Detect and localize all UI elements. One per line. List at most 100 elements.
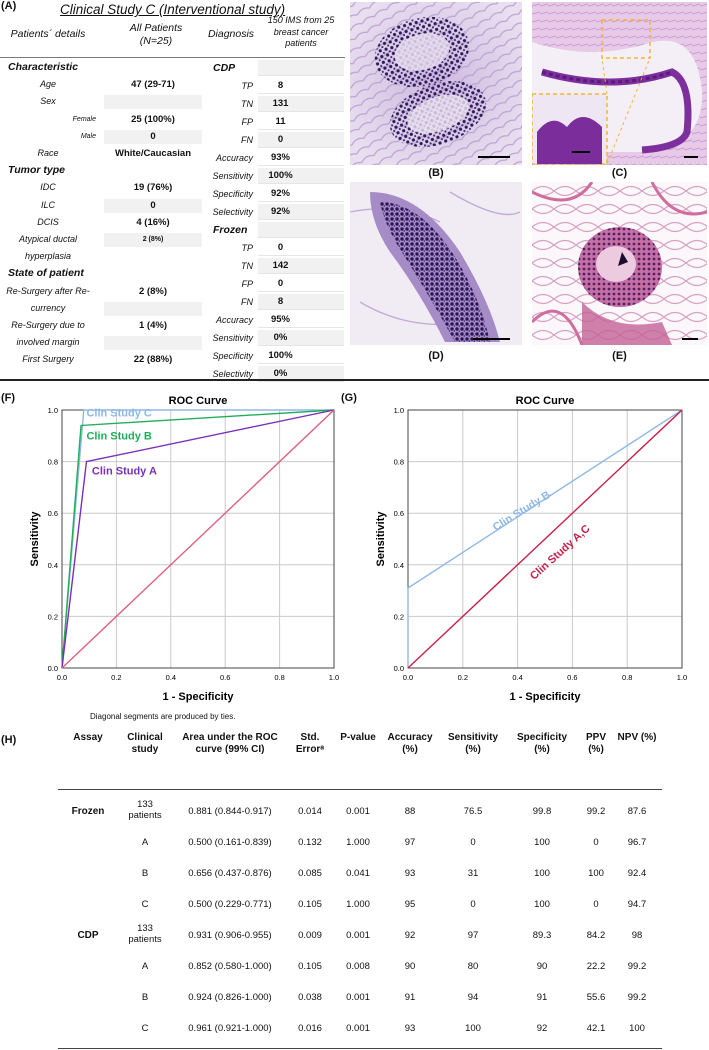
histology-image-c — [532, 2, 707, 165]
table-header: Std. Errorᵃ — [295, 732, 325, 755]
diagnosis-group-title: Frozen — [213, 224, 248, 236]
diagnosis-metric-value: 100% — [268, 350, 293, 361]
patient-detail-label: Re-Surgery due to — [11, 320, 85, 330]
x-tick-label: 0.2 — [458, 673, 468, 682]
table-cell: 99.2 — [627, 961, 647, 972]
value-cell — [104, 353, 202, 368]
table-cell: 89.3 — [532, 930, 552, 941]
table-cell: 94.7 — [627, 899, 647, 910]
diagnosis-metric-label: FN — [241, 297, 253, 307]
chart-title: ROC Curve — [516, 395, 575, 407]
results-table: Assay Clinical study Area under the ROC cu… — [0, 712, 709, 1050]
table-cell: 55.6 — [586, 992, 606, 1003]
table-header: NPV (%) — [617, 732, 657, 743]
table-header: P-value — [340, 732, 376, 743]
table-cell: 99.8 — [532, 806, 552, 817]
table-cell: 0 — [470, 899, 476, 910]
patient-detail-label: Re-Surgery after Re- — [6, 285, 90, 296]
x-tick-label: 0.0 — [57, 673, 67, 682]
series-legend-label: Clin Study B — [86, 431, 151, 443]
patient-detail-label: State of patient — [8, 267, 84, 280]
table-cell: 0.014 — [298, 806, 322, 817]
diagnosis-cell — [258, 114, 344, 130]
series-line — [61, 409, 335, 669]
table-cell: 92 — [536, 1023, 548, 1034]
panel-label-f: (F) — [1, 392, 16, 404]
diagnosis-cell — [258, 294, 344, 310]
chart-title: ROC Curve — [169, 395, 228, 407]
table-cell: 0 — [593, 899, 599, 910]
table-cell: 0.924 (0.826-1.000) — [188, 992, 272, 1003]
diagnosis-metric-label: FP — [241, 279, 253, 289]
table-cell: 0.001 — [346, 1023, 370, 1034]
patient-detail-label: Female — [72, 115, 96, 123]
series-legend-label: Clin Study A,C — [528, 523, 593, 583]
x-tick-label: 0.2 — [111, 673, 121, 682]
x-tick-label: 0.6 — [567, 673, 577, 682]
table-cell: 0.105 — [298, 961, 322, 972]
patient-detail-value: 1 (4%) — [139, 320, 167, 331]
table-cell: 100 — [534, 899, 550, 910]
value-cell — [104, 147, 202, 161]
panel-label-h: (H) — [1, 734, 17, 746]
patient-detail-label: Male — [80, 132, 96, 140]
diagnosis-cell — [258, 348, 344, 364]
table-cell: 0.038 — [298, 992, 322, 1003]
plot-frame — [407, 409, 683, 669]
table-header: Accuracy (%) — [387, 732, 433, 755]
diagnosis-metric-label: TP — [241, 81, 253, 91]
x-tick-label: 0.6 — [220, 673, 230, 682]
table-cell: 90 — [536, 961, 548, 972]
table-cell: 0.001 — [346, 930, 370, 941]
caption-e: (E) — [612, 350, 627, 362]
value-cell — [104, 284, 202, 299]
patient-detail-label: Sex — [40, 96, 56, 107]
diagnosis-cell — [258, 366, 344, 382]
value-cell — [104, 250, 202, 265]
x-tick-label: 0.0 — [403, 673, 413, 682]
diagnosis-metric-value: 0% — [273, 368, 288, 379]
table-cell: 76.5 — [463, 806, 483, 817]
table-cell: 80 — [467, 961, 479, 972]
series-legend-label: Clin Study B — [491, 489, 553, 534]
y-tick-label: 0.0 — [394, 664, 404, 673]
diagnosis-metric-value: 0% — [273, 332, 288, 343]
table-cell: 92.4 — [627, 868, 647, 879]
diagnosis-metric-value: 100% — [268, 170, 293, 181]
table-cell: 90 — [404, 961, 416, 972]
table-rule — [58, 1048, 662, 1049]
caption-c: (C) — [611, 167, 628, 179]
table-cell: 0.009 — [298, 930, 322, 941]
value-cell — [104, 129, 202, 144]
table-header: PPV (%) — [585, 732, 606, 755]
diagnosis-metric-value: 0 — [277, 242, 284, 253]
table-cell: 100 — [588, 868, 604, 879]
table-cell: 100 — [534, 837, 550, 848]
diagnosis-cell — [258, 240, 344, 256]
table-cell: 0.500 (0.161-0.839) — [188, 837, 272, 848]
table-cell: B — [141, 868, 149, 879]
diagnosis-cell — [258, 258, 344, 274]
series-line — [61, 409, 335, 669]
ties-footnote: Diagonal segments are produced by ties. — [90, 712, 236, 721]
section-divider — [0, 379, 709, 381]
diagnosis-metric-label: Accuracy — [215, 153, 253, 163]
series-legend-label: Clin Study C — [86, 407, 151, 419]
diagnosis-cell — [258, 168, 344, 184]
roc-chart-f: ROC Curve 0.0 0.2 0.4 0.6 0.8 1.0 0.0 0.2 0.4 0.6 0… — [29, 395, 339, 703]
y-axis-label: Sensitivity — [375, 511, 387, 567]
diagnosis-metric-label: Selectivity — [212, 369, 253, 379]
value-cell — [104, 301, 202, 316]
table-cell: 91 — [404, 992, 416, 1003]
table-cell: 97 — [467, 930, 479, 941]
table-cell: 100 — [465, 1023, 481, 1034]
table-rule — [58, 789, 662, 790]
header-all-patients-n: (N=25) — [139, 35, 173, 47]
patient-detail-value: 0 — [150, 199, 156, 211]
diagnosis-metric-label: FP — [241, 117, 253, 127]
patient-detail-label: Age — [39, 79, 56, 90]
panel-a-clinical-table: (A) Clinical Study C (Interventional stu… — [0, 0, 345, 382]
diagnosis-cell — [258, 312, 344, 328]
diagnosis-metric-label: Specificity — [212, 189, 253, 199]
table-header: Specificity (%) — [516, 732, 568, 755]
